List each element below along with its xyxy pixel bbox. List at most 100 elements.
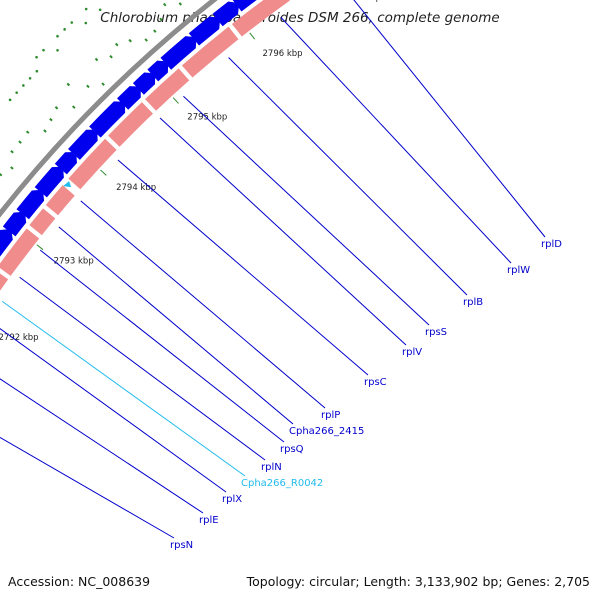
gene-label: rplN (261, 462, 282, 473)
gc-content-dot (84, 21, 88, 25)
gc-content-dot (35, 69, 39, 73)
scale-tick (249, 32, 256, 40)
scale-tick (100, 169, 107, 176)
gc-skew-mark (18, 140, 22, 144)
gc-content-dot (84, 7, 88, 11)
forward-gene (132, 72, 156, 95)
gene-leader-line (80, 200, 326, 409)
gc-content-dot (8, 98, 12, 102)
gene-leader-line (0, 378, 204, 514)
gc-skew-mark (10, 149, 14, 154)
reverse-gene (145, 68, 190, 111)
gc-skew-mark (159, 17, 163, 22)
gc-content-dot (35, 55, 38, 59)
scale-tick (36, 244, 44, 251)
gene-leader-line (117, 159, 369, 376)
forward-gene (232, 0, 257, 12)
forward-gene (54, 152, 77, 175)
gc-skew-mark (10, 166, 14, 170)
forward-gene (2, 211, 27, 237)
gene-leader-line (0, 327, 227, 493)
gene-leader-line (280, 16, 512, 264)
gc-content-dot (15, 91, 18, 94)
accession-text: Accession: NC_008639 (8, 574, 151, 589)
gc-skew-mark (43, 129, 47, 133)
gene-label: rplE (199, 515, 219, 526)
gc-content-dot (28, 77, 32, 80)
gene-leader-line (159, 117, 407, 346)
gene-label: rplP (321, 410, 340, 421)
gc-skew-mark (54, 106, 59, 110)
scale-tick-label: 2796 kbp (263, 49, 303, 59)
reverse-gene (108, 102, 153, 147)
gc-skew-mark (49, 117, 53, 122)
reverse-gene (29, 208, 56, 236)
gene-label: rplD (541, 239, 562, 250)
gene-label: Cpha266_2415 (289, 426, 364, 437)
reverse-gene (0, 228, 40, 276)
gene-label: rpsN (170, 540, 193, 551)
gc-skew-mark (72, 105, 76, 109)
gc-content-dot (56, 34, 59, 38)
gc-skew-mark (101, 82, 105, 86)
gc-skew-mark (86, 84, 90, 89)
scale-tick-label: 2797 kbp (341, 0, 381, 3)
gene-leader-line (183, 95, 430, 326)
reverse-gene (231, 0, 290, 37)
reverse-gene (68, 138, 117, 190)
rna-gene (63, 181, 72, 188)
gene-leader-line (39, 249, 285, 443)
gc-skew-mark (144, 38, 148, 42)
forward-gene (188, 16, 221, 46)
gene-label: rpsQ (280, 444, 304, 455)
gc-skew-mark (94, 57, 99, 62)
gene-label: Cpha266_R0042 (241, 478, 323, 489)
gene-label: rplB (463, 297, 483, 308)
gene-label: rplV (402, 347, 422, 358)
reverse-gene (0, 273, 9, 291)
forward-gene (89, 101, 126, 138)
gc-skew-mark (25, 130, 30, 134)
scale-tick-label: 2795 kbp (187, 112, 227, 122)
gc-skew-mark (0, 172, 3, 177)
scale-tick-label: 2794 kbp (116, 183, 156, 193)
forward-gene (212, 1, 240, 27)
gc-skew-mark (163, 2, 167, 7)
scale-tick-label: 2792 kbp (0, 333, 39, 343)
gc-skew-mark (153, 29, 157, 33)
gc-skew-mark (66, 82, 71, 87)
gc-content-dot (63, 28, 66, 31)
forward-gene (147, 60, 169, 82)
forward-gene (0, 228, 13, 257)
gc-content-dot (70, 21, 74, 24)
gene-label: rpsC (364, 377, 387, 388)
genome-summary-text: Topology: circular; Length: 3,133,902 bp… (246, 574, 590, 589)
gc-content-dot (98, 8, 102, 12)
gene-leader-line (19, 276, 266, 461)
genome-backbone (0, 0, 219, 219)
forward-gene (34, 166, 64, 198)
gene-leader-line (1, 300, 246, 477)
scale-tick-label: 2793 kbp (54, 257, 94, 267)
gene-leader-line (58, 226, 294, 425)
forward-gene (16, 189, 45, 220)
reverse-gene (45, 185, 75, 216)
gc-skew-mark (109, 54, 113, 59)
gene-leader-line (0, 436, 175, 539)
gc-skew-mark (128, 38, 132, 43)
gene-leader-line (353, 0, 546, 238)
gc-content-dot (22, 84, 25, 87)
gene-leader-line (228, 57, 468, 296)
forward-gene (160, 36, 197, 70)
forward-gene (117, 86, 141, 110)
scale-tick (172, 97, 179, 104)
reverse-gene (181, 26, 239, 78)
gene-label: rplX (222, 494, 242, 505)
forward-gene (68, 129, 98, 160)
gene-label: rplW (507, 265, 530, 276)
gc-skew-mark (115, 42, 119, 47)
gc-skew-mark (178, 2, 183, 6)
gene-label: rpsS (425, 327, 447, 338)
gc-content-dot (56, 48, 59, 52)
